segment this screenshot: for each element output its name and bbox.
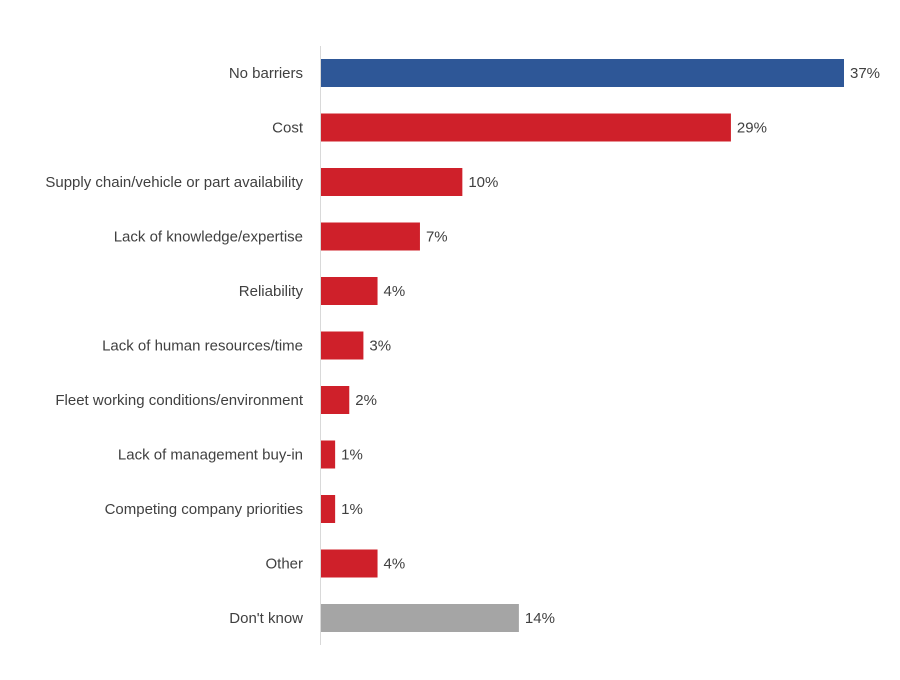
bar xyxy=(321,113,731,142)
category-label: Reliability xyxy=(239,283,304,300)
bar xyxy=(321,440,336,469)
data-label: 3% xyxy=(369,338,391,355)
data-label: 14% xyxy=(525,610,555,627)
data-label: 4% xyxy=(384,556,406,573)
bar xyxy=(321,604,519,632)
data-label: 1% xyxy=(341,501,363,518)
bar xyxy=(321,59,844,87)
category-label: Lack of management buy-in xyxy=(118,447,303,464)
category-label: No barriers xyxy=(229,65,303,82)
bar xyxy=(321,549,378,578)
data-label: 29% xyxy=(737,120,767,137)
category-label: Lack of knowledge/expertise xyxy=(114,229,303,246)
data-label: 37% xyxy=(850,65,880,82)
data-label: 1% xyxy=(341,447,363,464)
category-label: Competing company priorities xyxy=(105,501,303,518)
data-label: 2% xyxy=(355,392,377,409)
bar xyxy=(321,222,420,251)
category-label: Don't know xyxy=(229,610,303,627)
category-label: Supply chain/vehicle or part availabilit… xyxy=(45,174,303,191)
category-label: Other xyxy=(265,556,303,573)
data-label: 7% xyxy=(426,229,448,246)
category-label: Fleet working conditions/environment xyxy=(55,392,303,409)
bar xyxy=(321,168,463,196)
category-label: Lack of human resources/time xyxy=(102,338,303,355)
data-label: 10% xyxy=(468,174,498,191)
bar xyxy=(321,277,378,305)
category-label: Cost xyxy=(272,120,304,137)
data-label: 4% xyxy=(384,283,406,300)
bar xyxy=(321,495,336,523)
bar xyxy=(321,386,350,414)
bar xyxy=(321,331,364,360)
